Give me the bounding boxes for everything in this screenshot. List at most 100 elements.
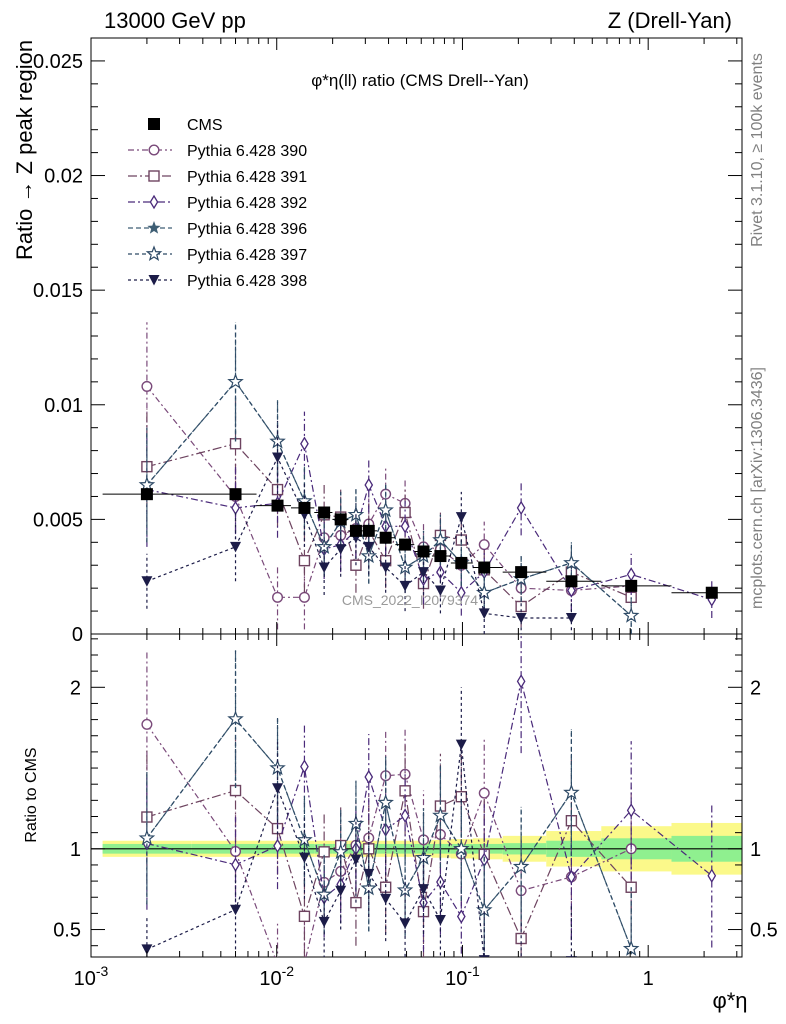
- point-2-16: [626, 567, 636, 582]
- ratio-point-2-3: [300, 759, 309, 774]
- ratio-point-5-3: [298, 852, 310, 864]
- ratio-point-4-12: [453, 840, 470, 856]
- point-2-7: [364, 477, 374, 493]
- ratio-point-5-5: [335, 885, 347, 897]
- ratio-point-5-10: [418, 884, 430, 895]
- ratio-point-2-1: [231, 857, 240, 872]
- point-2-15: [567, 583, 576, 598]
- point-5-15: [565, 612, 577, 624]
- ratio-tick-label-right-1: 1: [750, 839, 761, 861]
- y-axis-title: Ratio → Z peak region: [12, 40, 37, 260]
- legend-label-2: Pythia 6.428 391: [187, 169, 307, 186]
- ratio-point-5-8: [380, 893, 392, 905]
- legend-label-1: Pythia 6.428 390: [187, 143, 307, 160]
- ratio-point-5-4: [318, 916, 330, 928]
- point-5-2: [272, 452, 284, 463]
- point-5-0: [141, 576, 153, 587]
- ratio-point-4-8: [377, 793, 394, 810]
- ratio-point-5-15: [565, 956, 577, 957]
- x-tick-label-0: 10-3: [74, 963, 109, 990]
- ratio-point-2-14: [516, 674, 526, 689]
- point-5-5: [335, 544, 347, 555]
- x-tick-label-3: 1: [643, 968, 654, 990]
- y-tick-label-5: 0.025: [33, 51, 83, 73]
- point-4-16: [622, 606, 640, 623]
- series-line-5: [146, 456, 572, 619]
- ratio-point-2-16: [626, 803, 636, 818]
- ratio-point-5-13: [478, 955, 490, 957]
- legend-marker-2: [148, 170, 160, 182]
- ratio-point-2-17: [707, 868, 717, 883]
- cms-point-14: [515, 566, 528, 579]
- legend-marker-6: [148, 275, 160, 286]
- legend-label-3: Pythia 6.428 392: [187, 195, 307, 212]
- point-1-3: [298, 554, 311, 567]
- ratio-point-0-13: [478, 787, 490, 799]
- series-line-2: [146, 441, 712, 601]
- ratio-point-0-0: [141, 718, 153, 730]
- series-main-0: [141, 322, 637, 630]
- x-tick-label-1: 10-2: [259, 963, 294, 990]
- series-ratio-line-5: [146, 744, 485, 957]
- ratio-point-4-14: [512, 858, 530, 874]
- cms-point-17: [705, 586, 718, 599]
- series-main-4: [138, 322, 640, 634]
- point-5-8: [380, 562, 392, 574]
- series-main-3: [140, 322, 638, 634]
- legend-marker-3: [149, 194, 159, 210]
- header-right: Z (Drell-Yan): [608, 8, 732, 33]
- point-0-3: [298, 591, 310, 603]
- point-0-0: [141, 380, 153, 392]
- point-5-10: [418, 567, 430, 578]
- ratio-point-0-3: [300, 959, 310, 969]
- cms-point-0: [140, 488, 153, 501]
- ratio-point-5-9: [399, 918, 411, 929]
- legend-label-4: Pythia 6.428 396: [187, 221, 307, 238]
- data-series: [138, 322, 717, 974]
- ratio-tick-label-2: 2: [70, 677, 81, 699]
- point-2-14: [516, 500, 526, 516]
- ratio-point-5-14: [516, 963, 527, 974]
- ratio-point-2-12: [456, 909, 466, 924]
- cms-point-4: [318, 506, 331, 519]
- legend-marker-1: [148, 144, 160, 156]
- cms-point-8: [379, 531, 392, 544]
- cms-point-15: [565, 575, 578, 588]
- cms-point-13: [478, 561, 491, 574]
- cms-point-11: [434, 550, 447, 563]
- series-ratio-5: [141, 687, 577, 974]
- axis-ticks: 10-3 10-2 10-1 1 0 0.005 0.01 0.015 0.02 0.025 0.5…: [33, 37, 778, 990]
- y-tick-label-4: 0.02: [44, 166, 83, 188]
- point-5-11: [434, 585, 446, 596]
- point-0-13: [478, 539, 490, 551]
- y-tick-label-3: 0.015: [33, 280, 83, 302]
- point-4-8: [377, 501, 394, 518]
- ratio-tick-label-1: 1: [70, 839, 81, 861]
- x-tick-label-2: 10-1: [445, 963, 480, 990]
- point-5-4: [318, 562, 330, 574]
- ratio-point-1-3: [298, 910, 311, 923]
- ratio-point-2-7: [364, 769, 374, 785]
- point-4-15: [563, 554, 580, 570]
- ratio-point-4-16: [622, 940, 640, 956]
- point-2-9: [400, 518, 410, 534]
- y-tick-label-2: 0.01: [44, 395, 83, 417]
- cms-point-12: [455, 556, 468, 569]
- point-5-9: [399, 580, 411, 592]
- ratio-tick-label-0: 0.5: [53, 920, 81, 942]
- point-2-3: [300, 436, 309, 452]
- cms-point-2: [271, 499, 284, 512]
- cms-point-10: [417, 545, 430, 558]
- legend-marker-4: [147, 221, 161, 234]
- ratio-point-2-2: [273, 838, 282, 854]
- point-2-1: [231, 500, 240, 516]
- cms-point-16: [625, 579, 638, 592]
- legend-label-5: Pythia 6.428 397: [187, 247, 307, 264]
- legend-marker-5: [145, 245, 163, 262]
- plot-title: φ*η(ll) ratio (CMS Drell--Yan): [311, 71, 529, 90]
- point-5-13: [478, 608, 490, 619]
- point-5-7: [363, 541, 375, 553]
- ratio-point-5-0: [141, 944, 153, 955]
- series-line-1: [146, 443, 632, 608]
- point-5-1: [230, 541, 242, 553]
